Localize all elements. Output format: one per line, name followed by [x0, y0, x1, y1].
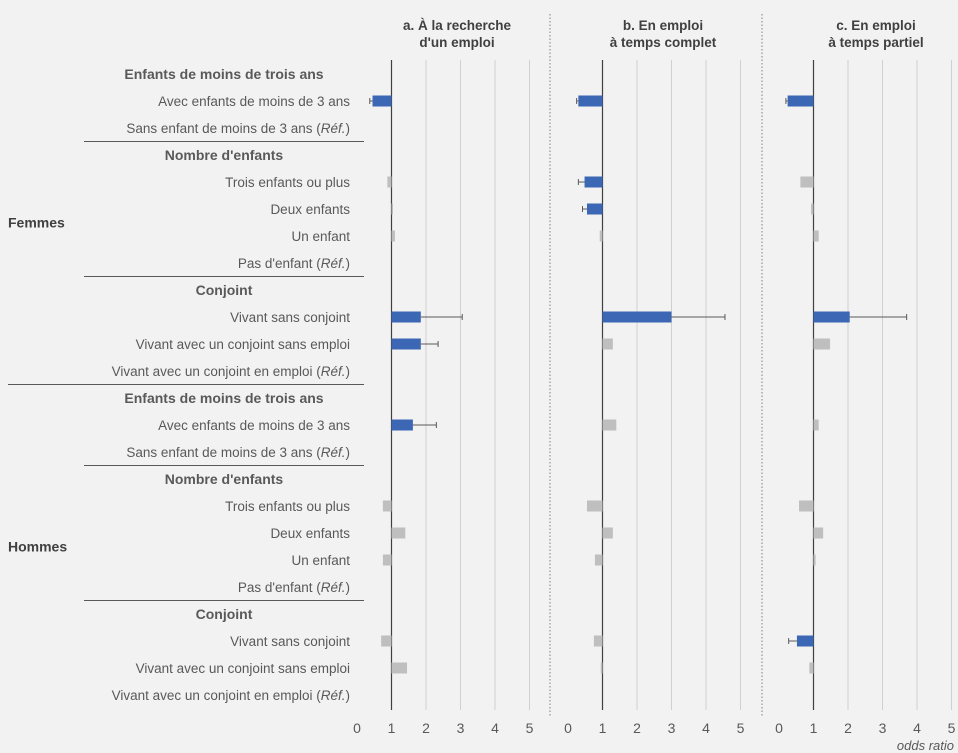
row-label: Un enfant — [291, 229, 350, 244]
group-label: Hommes — [8, 539, 67, 555]
x-tick-label: 2 — [422, 720, 430, 736]
odds-ratio-bar — [800, 176, 814, 188]
x-tick-label: 0 — [775, 720, 783, 736]
row-label: Vivant sans conjoint — [230, 310, 350, 325]
odds-ratio-bar — [387, 176, 392, 188]
row-label: Vivant avec un conjoint en emploi (Réf.) — [112, 364, 350, 379]
row-heading: Enfants de moins de trois ans — [124, 66, 323, 82]
row-heading: Nombre d'enfants — [165, 147, 284, 163]
odds-ratio-bar — [578, 95, 603, 107]
panel-title: à temps partiel — [828, 35, 923, 50]
odds-ratio-bar — [813, 230, 819, 242]
row-label: Trois enfants ou plus — [225, 499, 350, 514]
x-tick-label: 0 — [564, 720, 572, 736]
odds-ratio-bar — [382, 500, 392, 512]
x-tick-label: 1 — [388, 720, 396, 736]
odds-ratio-bar — [593, 635, 603, 647]
odds-ratio-bar — [600, 662, 603, 674]
x-tick-label: 4 — [913, 720, 921, 736]
x-axis-unit-label: odds ratio — [897, 738, 954, 753]
odds-ratio-bar — [809, 662, 814, 674]
odds-ratio-bar — [381, 635, 392, 647]
panel-title: d'un emploi — [419, 35, 494, 50]
odds-ratio-bar — [391, 311, 421, 323]
row-label: Avec enfants de moins de 3 ans — [158, 94, 350, 109]
odds-ratio-bar — [382, 554, 392, 566]
panel-title: à temps complet — [610, 35, 717, 50]
row-label: Trois enfants ou plus — [225, 175, 350, 190]
row-label: Vivant avec un conjoint sans emploi — [136, 661, 350, 676]
row-label: Vivant avec un conjoint en emploi (Réf.) — [112, 688, 350, 703]
odds-ratio-bar — [586, 500, 603, 512]
odds-ratio-bar — [602, 419, 617, 431]
bars-layer — [369, 95, 908, 674]
odds-ratio-bar — [391, 662, 408, 674]
x-tick-label: 3 — [668, 720, 676, 736]
x-tick-label: 5 — [737, 720, 745, 736]
odds-ratio-bar — [584, 176, 603, 188]
odds-ratio-bar — [391, 338, 421, 350]
row-label: Avec enfants de moins de 3 ans — [158, 418, 350, 433]
row-heading: Enfants de moins de trois ans — [124, 390, 323, 406]
odds-ratio-bar — [602, 338, 613, 350]
odds-ratio-bar — [602, 311, 672, 323]
row-label: Pas d'enfant (Réf.) — [238, 256, 350, 271]
row-label: Sans enfant de moins de 3 ans (Réf.) — [126, 445, 350, 460]
odds-ratio-bar — [787, 95, 814, 107]
x-tick-label: 5 — [948, 720, 956, 736]
odds-ratio-bar — [813, 338, 831, 350]
x-tick-label: 1 — [599, 720, 607, 736]
text-layer: 0 1 2 3 4 5 a. À la recherche d'un emploi 0 1 2 3 4 5… — [8, 18, 956, 753]
row-label: Deux enfants — [270, 202, 350, 217]
odds-ratio-bar — [602, 527, 613, 539]
row-label: Pas d'enfant (Réf.) — [238, 580, 350, 595]
x-tick-label: 3 — [879, 720, 887, 736]
x-tick-label: 4 — [702, 720, 710, 736]
row-label: Un enfant — [291, 553, 350, 568]
x-tick-label: 2 — [633, 720, 641, 736]
row-heading: Conjoint — [196, 606, 253, 622]
odds-ratio-bar — [586, 203, 603, 215]
row-label: Sans enfant de moins de 3 ans (Réf.) — [126, 121, 350, 136]
odds-ratio-bar — [811, 203, 814, 215]
odds-ratio-bar — [599, 230, 603, 242]
grid-layer — [8, 14, 952, 716]
odds-ratio-bar — [391, 419, 413, 431]
x-tick-label: 0 — [353, 720, 361, 736]
odds-ratio-bar — [813, 311, 850, 323]
odds-ratio-bar — [594, 554, 603, 566]
panel-title: c. En emploi — [836, 18, 916, 33]
odds-ratio-bar — [391, 527, 406, 539]
row-label: Vivant avec un conjoint sans emploi — [136, 337, 350, 352]
row-label: Vivant sans conjoint — [230, 634, 350, 649]
odds-ratio-bar — [372, 95, 392, 107]
panel-title: a. À la recherche — [403, 18, 512, 33]
x-tick-label: 4 — [491, 720, 499, 736]
odds-ratio-bar — [799, 500, 814, 512]
row-heading: Nombre d'enfants — [165, 471, 284, 487]
x-tick-label: 3 — [457, 720, 465, 736]
odds-ratio-bar — [391, 230, 395, 242]
row-heading: Conjoint — [196, 282, 253, 298]
odds-ratio-bar — [813, 419, 819, 431]
odds-ratio-bar — [813, 554, 816, 566]
x-tick-label: 5 — [526, 720, 534, 736]
panel-title: b. En emploi — [623, 18, 703, 33]
row-label: Deux enfants — [270, 526, 350, 541]
odds-ratio-bar — [796, 635, 814, 647]
x-tick-label: 2 — [844, 720, 852, 736]
group-label: Femmes — [8, 215, 65, 231]
odds-ratio-bar — [391, 203, 393, 215]
odds-ratio-bar — [813, 527, 824, 539]
x-tick-label: 1 — [810, 720, 818, 736]
